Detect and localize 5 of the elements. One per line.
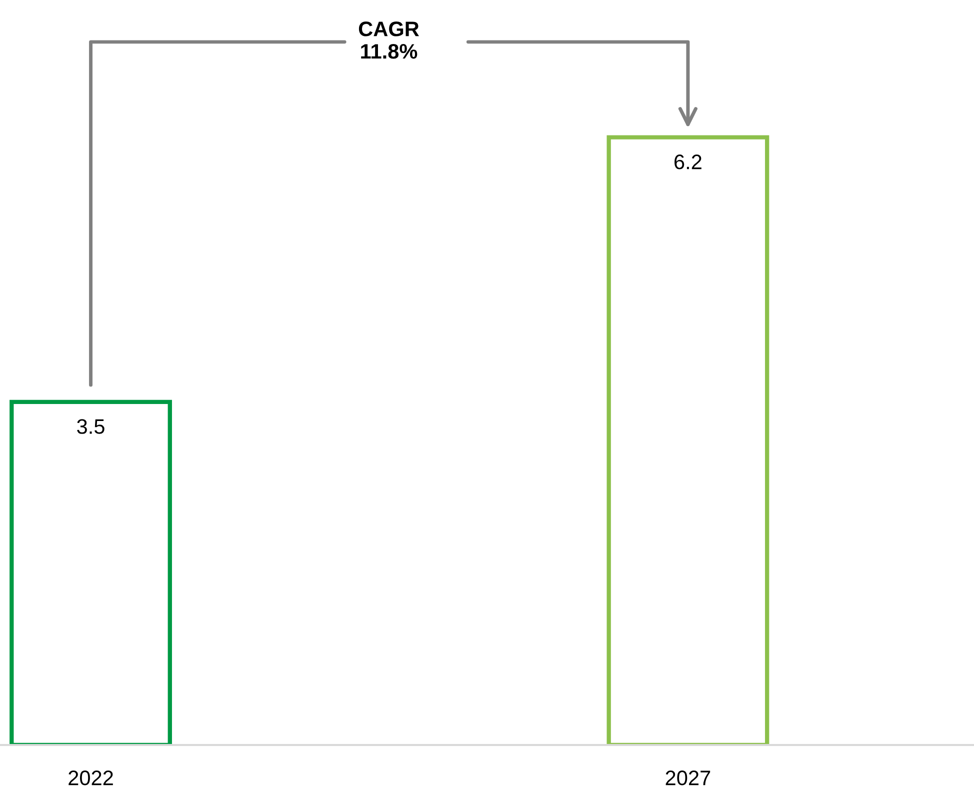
data-label: 3.5 [77, 419, 104, 434]
text: CAGR 11.8% [358, 22, 420, 59]
x-tick-label: 2027 [666, 770, 710, 786]
data-label: 6.2 [674, 154, 702, 170]
x-tick-label: 2022 [68, 770, 113, 786]
